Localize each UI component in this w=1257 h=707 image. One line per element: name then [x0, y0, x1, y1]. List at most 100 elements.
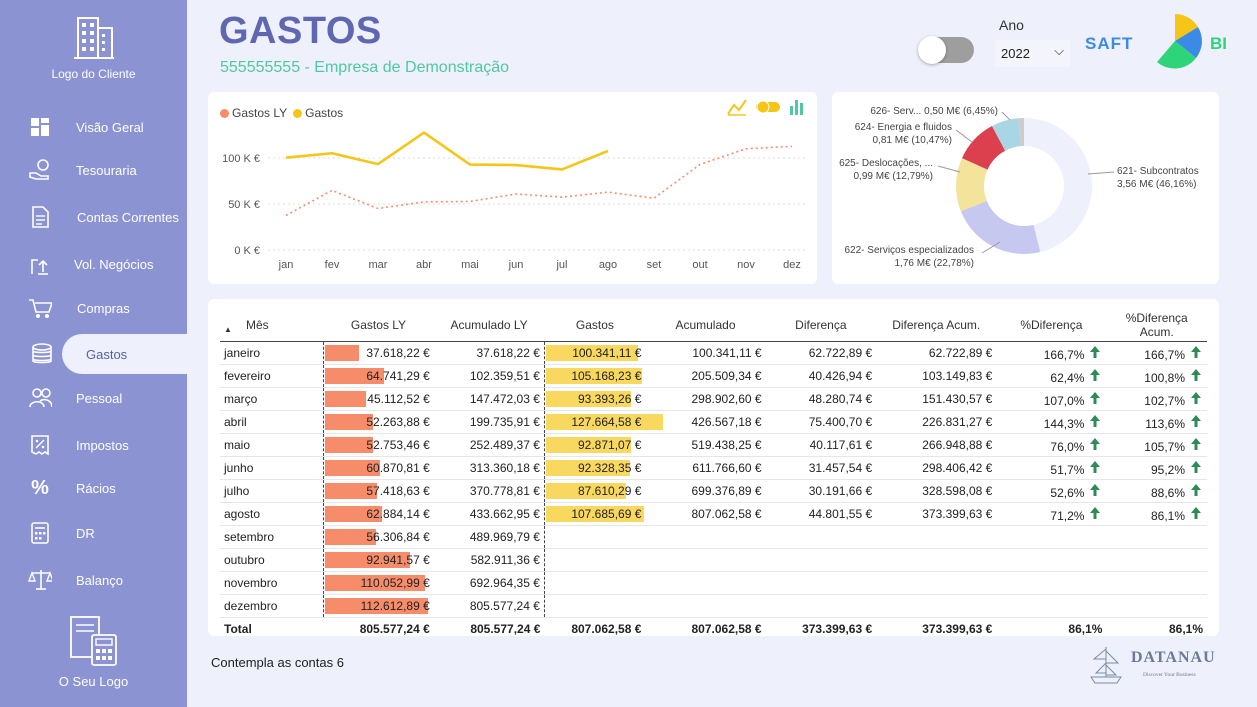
sidebar-item-visao-geral[interactable]: Visão Geral: [0, 107, 187, 147]
table-row[interactable]: novembro 110.052,99 €692.964,35 €: [220, 571, 1207, 595]
col-header-diferenca-acum[interactable]: Diferença Acum.: [876, 309, 997, 342]
cell-pct-diferenca: [996, 571, 1107, 595]
cell-gastos: [543, 571, 646, 595]
donut-slice[interactable]: [991, 118, 1021, 151]
table-row[interactable]: fevereiro 64.741,29 €102.359,51 € 105.168,…: [220, 364, 1207, 388]
x-tick-label: set: [647, 259, 662, 271]
total-dif: 373.399,63 €: [765, 617, 877, 640]
cell-gastos: 127.664,58 €: [543, 410, 663, 434]
cell-mes: março: [220, 387, 324, 411]
sidebar-item-impostos[interactable]: Impostos: [0, 425, 187, 465]
series-line-gastos[interactable]: [285, 131, 609, 171]
cell-value: 60.870,81 €: [366, 461, 430, 475]
leader-line: [955, 129, 973, 143]
year-label: Ano: [999, 17, 1024, 33]
col-header-mes[interactable]: Mês ▲: [220, 309, 324, 342]
table-row[interactable]: junho 60.870,81 €313.360,18 € 92.328,35 €6…: [220, 456, 1207, 480]
cell-diferenca-acum: 62.722,89 €: [876, 341, 997, 365]
slice-label: 622- Serviços especializados: [844, 245, 974, 256]
cart-icon: [28, 296, 52, 320]
view-toggle[interactable]: [918, 36, 974, 64]
sidebar-item-compras[interactable]: Compras: [0, 288, 187, 328]
donut-slice[interactable]: [956, 158, 988, 212]
cell-acumulado: [645, 548, 766, 572]
sidebar-item-vol-negocios[interactable]: Vol. Negócios: [0, 244, 187, 284]
cell-gastos-ly: 52.753,46 €: [322, 433, 434, 457]
y-tick-label: 0 K €: [234, 245, 260, 257]
saft-bi-logo: SAFT BI: [1085, 14, 1227, 69]
table-row[interactable]: janeiro 37.618,22 €37.618,22 € 100.341,11 …: [220, 341, 1207, 365]
legend-item-gastos[interactable]: Gastos: [293, 106, 343, 120]
slice-value-label: 3,56 M€ (46,16%): [1117, 179, 1197, 190]
year-select[interactable]: 2022 ⌵: [995, 40, 1070, 67]
table-row[interactable]: março 45.112,52 €147.472,03 € 93.393,26 €2…: [220, 387, 1207, 411]
arrow-up-icon: [1191, 460, 1201, 473]
donut-slice[interactable]: [961, 126, 1006, 170]
chart-legend: Gastos LY Gastos: [220, 106, 343, 120]
cell-gastos: 87.610,29 €: [543, 479, 646, 503]
toggle-icon[interactable]: [755, 100, 781, 114]
donut-slice[interactable]: [1018, 118, 1024, 147]
series-line-gastos-ly[interactable]: [285, 145, 793, 217]
table-row[interactable]: setembro 56.306,84 €489.969,79 €: [220, 525, 1207, 549]
sidebar-item-gastos[interactable]: Gastos: [0, 334, 187, 374]
col-header-acumulado-ly[interactable]: Acumulado LY: [433, 309, 545, 342]
total-acly: 805.577,24 €: [433, 617, 545, 640]
cell-value: 100.341,11 €: [572, 346, 642, 360]
legend-item-gastos-ly[interactable]: Gastos LY: [220, 106, 287, 120]
cell-diferenca: [765, 548, 877, 572]
year-value: 2022: [1001, 46, 1030, 61]
cell-diferenca-acum: 151.430,57 €: [876, 387, 997, 411]
cell-gastos: [543, 525, 646, 549]
col-header-acumulado[interactable]: Acumulado: [645, 309, 766, 342]
table-row[interactable]: dezembro 112.612,89 €805.577,24 €: [220, 594, 1207, 618]
chevron-down-icon: ⌵: [1054, 43, 1064, 58]
data-bar: [324, 437, 373, 453]
col-header-pct-diferenca[interactable]: %Diferença: [996, 309, 1107, 342]
cell-diferenca-acum: 298.406,42 €: [876, 456, 997, 480]
line-chart-card: Gastos LY Gastos 0 K € 50 K € 100 K € jan fe…: [208, 92, 817, 284]
table-row[interactable]: julho 57.418,63 €370.778,81 € 87.610,29 €6…: [220, 479, 1207, 503]
table-row[interactable]: agosto 62.884,14 €433.662,95 € 107.685,69 …: [220, 502, 1207, 526]
cell-acumulado: [645, 594, 766, 618]
leader-line: [981, 241, 1001, 254]
col-header-pct-diferenca-acum[interactable]: %Diferença Acum.: [1106, 309, 1207, 342]
sidebar-item-contas-correntes[interactable]: Contas Correntes: [0, 197, 187, 237]
cell-gastos-ly: 60.870,81 €: [322, 456, 434, 480]
accounts-note: Contempla as contas 6: [211, 655, 344, 670]
donut-slice[interactable]: [1024, 118, 1092, 253]
sidebar-item-dr[interactable]: DR: [0, 513, 187, 553]
sidebar-item-label: Rácios: [76, 480, 116, 496]
sidebar-item-pessoal[interactable]: Pessoal: [0, 378, 187, 418]
building-icon: [73, 17, 114, 59]
table-header-row: Mês ▲ Gastos LY Acumulado LY Gastos Acumu…: [220, 309, 1207, 342]
cell-acumulado-ly: 147.472,03 €: [433, 387, 545, 411]
table-row[interactable]: abril 52.263,88 €199.735,91 € 127.664,58 €…: [220, 410, 1207, 434]
data-bar: [545, 345, 638, 361]
sidebar-item-tesouraria[interactable]: Tesouraria: [0, 150, 187, 190]
x-tick-label: jul: [555, 259, 567, 271]
cell-value: [641, 530, 645, 544]
table-row[interactable]: outubro 92.941,57 €582.911,36 €: [220, 548, 1207, 572]
cell-value: [641, 599, 645, 613]
cell-mes: abril: [220, 410, 324, 434]
page-title: GASTOS: [219, 10, 382, 52]
cell-acumulado-ly: 433.662,95 €: [433, 502, 545, 526]
cell-pct-diferenca-acum: [1106, 525, 1207, 549]
cell-diferenca-acum: 266.948,88 €: [876, 433, 997, 457]
active-indicator: [62, 334, 187, 374]
slice-value-label: 0,81 M€ (10,47%): [873, 135, 953, 146]
cell-pct-diferenca: [996, 525, 1107, 549]
col-header-gastos-ly[interactable]: Gastos LY: [323, 309, 434, 342]
table-row[interactable]: maio 52.753,46 €252.489,37 € 92.871,07 €51…: [220, 433, 1207, 457]
bar-chart-icon[interactable]: [789, 98, 805, 116]
col-header-gastos[interactable]: Gastos: [544, 309, 646, 342]
upload-icon: [28, 252, 52, 276]
slice-label: 625- Deslocações, ...: [839, 158, 933, 169]
cell-acumulado-ly: 370.778,81 €: [433, 479, 545, 503]
line-chart-icon[interactable]: [727, 98, 747, 116]
sidebar-item-racios[interactable]: % Rácios: [0, 468, 187, 508]
col-header-diferenca[interactable]: Diferença: [765, 309, 877, 342]
donut-slice[interactable]: [960, 200, 1041, 254]
sidebar-item-balanco[interactable]: Balanço: [0, 560, 187, 600]
